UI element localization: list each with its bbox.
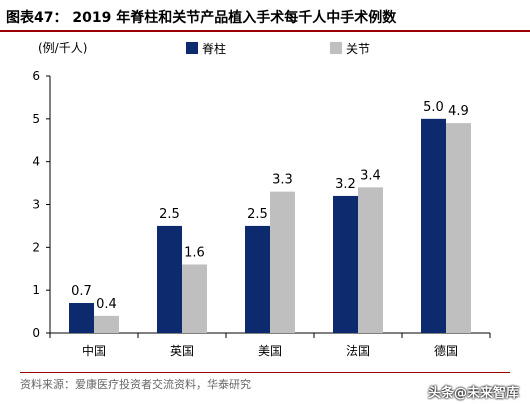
- data-label: 3.4: [360, 168, 381, 183]
- x-category-label: 美国: [258, 344, 282, 358]
- source-note: 资料来源：爱康医疗投资者交流资料，华泰研究: [20, 378, 251, 391]
- data-label: 5.0: [423, 100, 444, 115]
- x-category-label: 中国: [82, 343, 106, 358]
- y-tick-label: 0: [32, 326, 40, 340]
- bar-joint: [446, 123, 471, 333]
- data-label: 0.4: [96, 297, 117, 312]
- data-label: 3.3: [272, 173, 293, 188]
- bar-spine: [421, 118, 446, 333]
- data-label: 4.9: [448, 104, 469, 119]
- watermark: 头条@未来智库: [428, 386, 520, 401]
- title-text: 2019 年脊柱和关节产品植入手术每千人中手术例数: [72, 10, 397, 26]
- bar-spine: [157, 225, 182, 333]
- x-category-label: 法国: [346, 344, 370, 358]
- legend-label: 关节: [346, 42, 370, 56]
- source-divider: [20, 372, 510, 373]
- legend-label: 脊柱: [202, 41, 226, 56]
- unit-label: (例/千人): [38, 41, 88, 55]
- y-tick-label: 6: [32, 69, 40, 83]
- data-label: 2.5: [247, 207, 268, 222]
- data-label: 0.7: [71, 284, 92, 299]
- title-bar: [0, 0, 530, 32]
- figure-label: 图表47：: [6, 10, 68, 26]
- y-tick-label: 1: [32, 283, 40, 297]
- data-label: 3.2: [335, 177, 356, 192]
- bar-spine: [69, 303, 94, 333]
- data-label: 2.5: [159, 207, 180, 222]
- bar-spine: [245, 225, 270, 333]
- bar-joint: [182, 264, 207, 333]
- data-label: 1.6: [184, 245, 205, 260]
- y-tick-label: 2: [32, 240, 40, 254]
- x-category-label: 英国: [170, 344, 194, 358]
- x-category-label: 德国: [434, 343, 458, 358]
- legend-swatch-spine: [186, 42, 198, 54]
- bar-joint: [270, 191, 295, 333]
- y-tick-label: 3: [32, 198, 40, 212]
- bar-joint: [358, 187, 383, 333]
- y-tick-label: 5: [32, 112, 40, 126]
- y-tick-label: 4: [32, 155, 40, 169]
- bar-spine: [333, 195, 358, 333]
- bar-joint: [94, 315, 119, 333]
- chart-title: 图表47： 2019 年脊柱和关节产品植入手术每千人中手术例数: [6, 7, 396, 27]
- legend-swatch-joint: [330, 42, 342, 54]
